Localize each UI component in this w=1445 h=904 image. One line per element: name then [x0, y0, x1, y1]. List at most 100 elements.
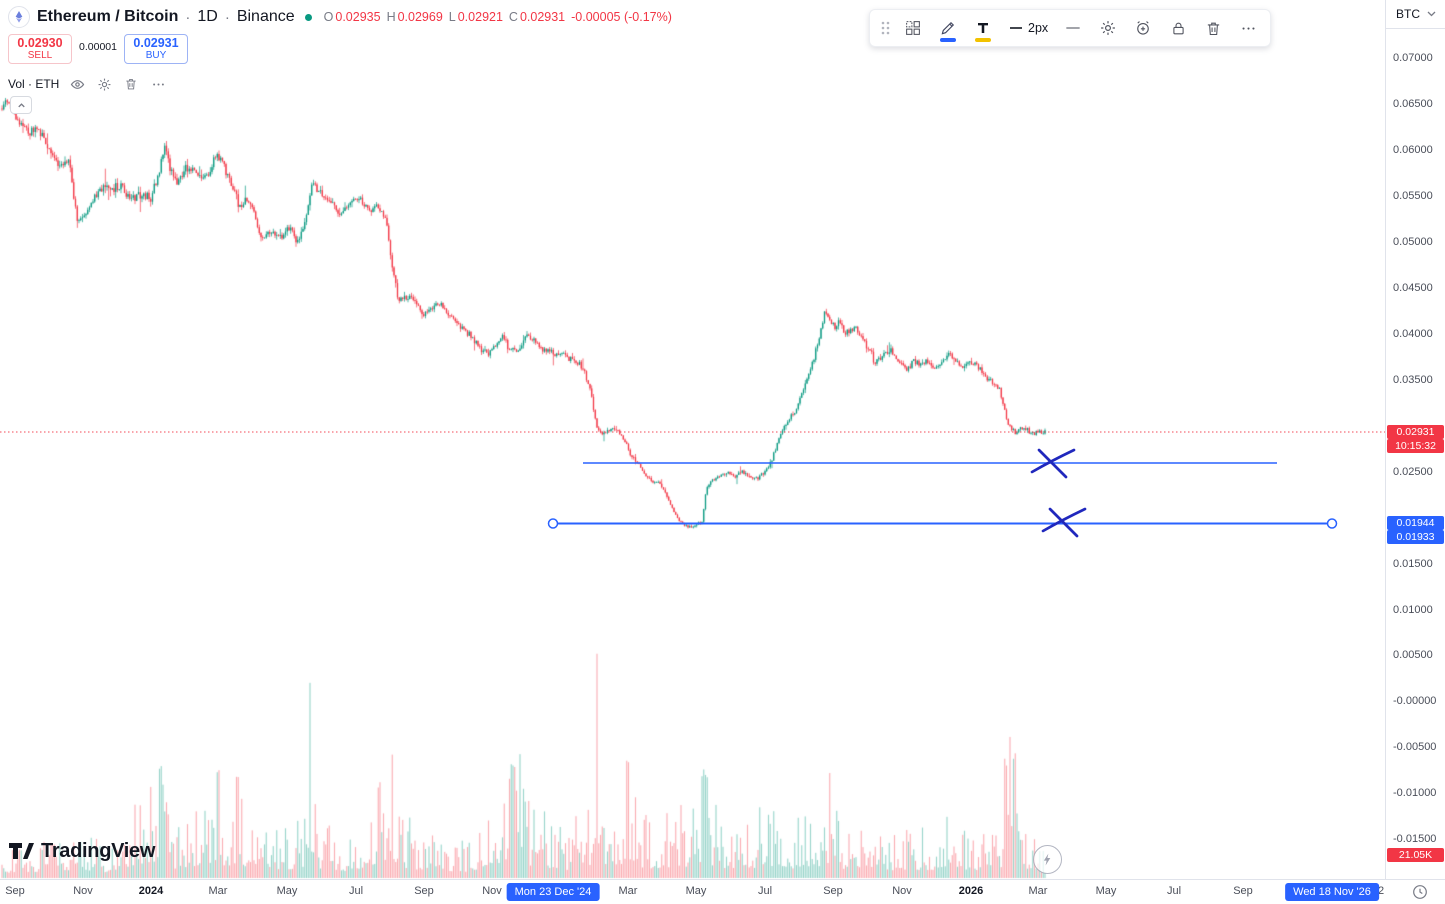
shapes-grid-icon[interactable] — [898, 12, 928, 44]
add-alert-button[interactable] — [1128, 12, 1158, 44]
chevron-up-icon — [17, 102, 25, 107]
time-tick-label: May — [685, 885, 707, 897]
time-tick-label: Jul — [1166, 885, 1182, 897]
eye-icon[interactable] — [68, 75, 86, 93]
time-tick-label: Jul — [757, 885, 773, 897]
volume-indicator-label[interactable]: Vol · ETH — [8, 77, 60, 91]
drawing-price-tag: 0.01933 — [1387, 529, 1444, 544]
price-tick-label: 0.02500 — [1393, 465, 1433, 478]
trash-icon[interactable] — [122, 75, 140, 93]
alert-clock-plus-icon — [1137, 21, 1149, 35]
time-tick-label: May — [276, 885, 298, 897]
exchange-label[interactable]: Binance — [236, 8, 295, 25]
pencil-tool-button[interactable] — [933, 12, 963, 44]
drawing-toolbar: 2px — [869, 9, 1272, 47]
last-price-tag: 0.02931 — [1387, 425, 1444, 440]
drawing-settings-button[interactable] — [1093, 12, 1123, 44]
line-style-selector[interactable] — [1058, 12, 1088, 44]
line-width-icon — [1010, 27, 1022, 29]
text-tool-icon — [978, 23, 988, 33]
price-tick-label: -0.00500 — [1393, 741, 1437, 754]
text-tool-button[interactable] — [968, 12, 998, 44]
ohlc-values: O 0.02935 H 0.02969 L 0.02921 C 0.02931 … — [324, 10, 672, 24]
time-tick-label: 2 — [1377, 885, 1385, 897]
trade-panel: 0.02930 SELL 0.00001 0.02931 BUY — [8, 34, 672, 64]
price-tick-label: -0.01000 — [1393, 787, 1437, 800]
price-tick-label: 0.01000 — [1393, 603, 1433, 616]
buy-price: 0.02931 — [133, 35, 179, 50]
lock-button[interactable] — [1163, 12, 1193, 44]
lock-icon — [1173, 22, 1184, 34]
pane-collapse-button[interactable] — [10, 96, 32, 114]
bar-countdown-tag: 10:15:32 — [1387, 439, 1444, 454]
price-tick-label: 0.03500 — [1393, 373, 1433, 386]
trash-icon — [1207, 22, 1219, 35]
pencil-icon — [941, 21, 955, 35]
more-options-icon[interactable] — [149, 75, 167, 93]
price-axis-currency-selector[interactable]: BTC — [1386, 0, 1445, 29]
time-tick-label: Nov — [482, 885, 502, 897]
price-tick-label: -0.00000 — [1393, 695, 1437, 708]
price-tick-label: -0.01500 — [1393, 833, 1437, 846]
time-tick-label: Nov — [892, 885, 912, 897]
price-axis[interactable]: BTC 0.07000 0.06500 0.06000 0.05500 0.05000 0… — [1385, 0, 1445, 879]
sell-label: SELL — [27, 50, 53, 62]
time-tick-label: Sep — [5, 885, 25, 897]
price-tick-label: 0.01500 — [1393, 557, 1433, 570]
lightning-icon — [1043, 853, 1051, 866]
price-tick-label: 0.06500 — [1393, 97, 1433, 110]
sell-button[interactable]: 0.02930 SELL — [8, 34, 72, 64]
time-tick-label: Nov — [73, 885, 93, 897]
high-label: H — [386, 10, 396, 24]
candlestick-chart-canvas[interactable] — [0, 0, 1385, 879]
chevron-down-icon — [1427, 11, 1436, 17]
chart-legend: Ethereum / Bitcoin · 1D · Binance O 0.02… — [8, 4, 672, 93]
time-tick-label: Mar — [1028, 885, 1048, 897]
text-color-swatch[interactable] — [975, 38, 991, 42]
time-tick-label: 2024 — [138, 885, 164, 897]
toolbar-more-button[interactable] — [1233, 12, 1263, 44]
volume-value-tag: 21.05K — [1387, 848, 1444, 862]
time-tick-label: Sep — [823, 885, 843, 897]
separator-dot: · — [224, 8, 230, 26]
toolbar-drag-handle[interactable] — [877, 12, 893, 44]
timezone-clock-icon[interactable] — [1412, 884, 1428, 900]
time-tick-label: May — [1095, 885, 1117, 897]
settings-gear-icon — [1101, 21, 1116, 35]
sell-price: 0.02930 — [17, 35, 63, 50]
time-tick-label: Sep — [414, 885, 434, 897]
price-tick-label: 0.06000 — [1393, 143, 1433, 156]
delete-drawing-button[interactable] — [1198, 12, 1228, 44]
price-tick-label: 0.04000 — [1393, 327, 1433, 340]
drawing-date-tag: Wed 18 Nov '26 — [1285, 883, 1379, 901]
time-tick-label: Jul — [348, 885, 364, 897]
settings-gear-icon[interactable] — [95, 75, 113, 93]
drawing-date-tag: Mon 23 Dec '24 — [506, 883, 600, 901]
pencil-color-swatch[interactable] — [940, 38, 956, 42]
drawing-price-tag: 0.01944 — [1387, 515, 1444, 530]
volume-indicator-legend: Vol · ETH — [8, 75, 672, 93]
spread-value: 0.00001 — [79, 41, 117, 53]
tradingview-logo-icon — [9, 843, 34, 859]
high-value: 0.02969 — [397, 10, 443, 24]
symbol-title[interactable]: Ethereum / Bitcoin — [37, 8, 179, 25]
buy-button[interactable]: 0.02931 BUY — [124, 34, 188, 64]
tradingview-logo[interactable]: TradingView — [8, 838, 155, 864]
price-tick-label: 0.05000 — [1393, 235, 1433, 248]
open-label: O — [323, 10, 334, 24]
change-value: -0.00005 (-0.17%) — [571, 10, 672, 24]
symbol-row[interactable]: Ethereum / Bitcoin · 1D · Binance O 0.02… — [8, 4, 672, 30]
time-tick-label: 2026 — [958, 885, 984, 897]
low-label: L — [448, 10, 456, 24]
time-tick-label: Sep — [1233, 885, 1253, 897]
ethereum-logo-icon — [8, 6, 30, 28]
price-tick-label: 0.07000 — [1393, 52, 1433, 64]
time-tick-label: Mar — [618, 885, 638, 897]
time-axis[interactable]: Sep Nov 2024 Mar May Jul Sep Nov Mar May Jul Sep Nov… — [0, 879, 1445, 904]
flash-button[interactable] — [1033, 845, 1062, 874]
open-value: 0.02935 — [335, 10, 381, 24]
close-value: 0.02931 — [519, 10, 566, 24]
line-width-selector[interactable]: 2px — [1003, 12, 1053, 44]
interval-label[interactable]: 1D — [197, 8, 218, 25]
